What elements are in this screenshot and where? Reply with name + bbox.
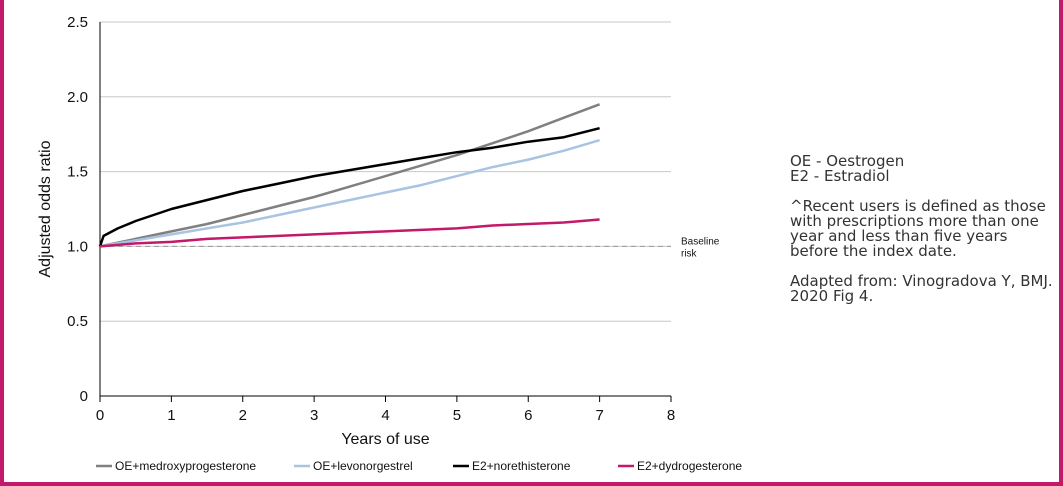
y-tick-label: 1.5 [67,164,88,181]
legend-label-0: OE+medroxyprogesterone [115,459,256,473]
grid-lines [100,21,671,322]
x-tick-label: 0 [96,407,104,424]
y-tick-label: 2.5 [67,14,88,31]
axes: 0 0.5 1.0 1.5 2.0 2.5 0 1 2 3 4 5 6 7 8 Years of use Adj… [37,14,675,448]
figure-panel: 0 0.5 1.0 1.5 2.0 2.5 0 1 2 3 4 5 6 7 8 Years of use Adj… [4,0,1059,482]
x-tick-label: 7 [595,407,603,424]
series-line-e2-dydrogesterone [99,218,600,248]
x-tick-label: 1 [167,407,175,424]
baseline-label-line2: risk [681,248,698,259]
y-tick-label: 1.0 [67,238,88,255]
abbreviation-oe: OE - Oestrogen [790,152,905,170]
definition-note: ^Recent users is defined as those with p… [790,197,1046,260]
x-axis-title: Years of use [341,431,429,448]
series-line-e2-norethisterone [98,126,600,247]
series-line-oe-levonorgestrel [99,139,600,248]
y-axis-title: Adjusted odds ratio [37,140,54,277]
baseline-label-line1: Baseline [681,236,720,247]
abbreviation-notes: OE - Oestrogen E2 - Estradiol [790,154,1060,184]
y-tick-label: 0 [80,388,88,405]
x-tick-label: 2 [239,407,247,424]
x-tick-label: 5 [453,407,461,424]
series-lines [98,103,601,248]
y-tick-label: 2.0 [67,89,88,106]
series-line-oe-medroxyprogesterone [99,103,601,248]
x-tick-label: 6 [524,407,532,424]
x-tick-label: 4 [381,407,389,424]
chart-notes: OE - Oestrogen E2 - Estradiol ^Recent us… [790,154,1060,319]
abbreviation-e2: E2 - Estradiol [790,167,890,185]
x-tick-label: 8 [667,407,675,424]
legend-label-2: E2+norethisterone [472,459,571,473]
legend: OE+medroxyprogesterone OE+levonorgestrel E… [96,459,742,473]
legend-label-1: OE+levonorgestrel [313,459,413,473]
x-tick-label: 3 [310,407,318,424]
legend-label-3: E2+dydrogesterone [637,459,742,473]
line-chart: 0 0.5 1.0 1.5 2.0 2.5 0 1 2 3 4 5 6 7 8 Years of use Adj… [37,14,742,473]
source-note: Adapted from: Vinogradova Y, BMJ. 2020 F… [790,272,1053,305]
y-tick-label: 0.5 [67,313,88,330]
